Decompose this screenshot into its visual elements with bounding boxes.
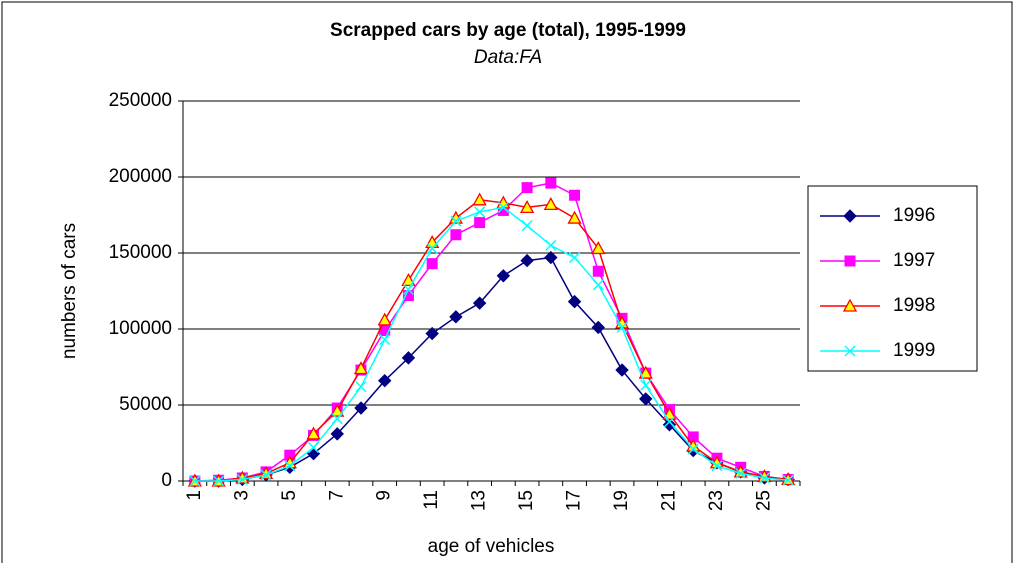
x-tick-label: 21: [658, 490, 679, 511]
data-point: [355, 381, 367, 393]
y-tick-label: 150000: [109, 242, 172, 263]
x-axis-label: age of vehicles: [428, 536, 555, 557]
data-point: [426, 258, 438, 270]
data-point: [236, 473, 248, 486]
data-point: [569, 252, 581, 264]
data-point: [354, 401, 368, 415]
x-tick-label: 19: [611, 490, 632, 511]
x-tick-label: 7: [326, 490, 347, 501]
data-point: [782, 474, 794, 486]
data-point: [377, 312, 392, 326]
data-point: [545, 177, 557, 189]
data-point: [450, 229, 462, 241]
x-tick-label: 23: [706, 490, 727, 511]
data-point: [640, 379, 652, 391]
data-point: [592, 279, 604, 291]
data-point: [189, 475, 201, 487]
x-tick-label: 5: [279, 490, 300, 501]
y-tick-label: 0: [161, 470, 172, 491]
data-point: [638, 365, 653, 379]
legend-label: 1996: [893, 205, 935, 226]
data-point: [474, 206, 486, 218]
data-point: [450, 215, 462, 227]
data-point: [379, 334, 391, 346]
data-point: [567, 294, 582, 309]
data-point: [735, 467, 747, 479]
data-point: [591, 320, 605, 335]
data-point: [474, 217, 486, 229]
data-point: [662, 418, 677, 432]
chart-subtitle: Data:FA: [474, 47, 542, 68]
x-tick-label: 3: [231, 490, 252, 501]
data-point: [543, 197, 558, 211]
data-point: [401, 273, 416, 287]
data-point: [687, 443, 699, 455]
data-point: [307, 442, 320, 454]
series-line: [194, 199, 789, 482]
data-point: [378, 373, 392, 388]
y-axis-label: numbers of cars: [59, 223, 80, 359]
data-point: [592, 265, 604, 277]
data-point: [569, 189, 581, 201]
data-point: [639, 392, 653, 406]
data-point: [521, 220, 533, 232]
data-point: [758, 472, 770, 484]
data-point: [544, 250, 558, 265]
legend-marker: [844, 255, 856, 267]
data-point: [663, 416, 676, 428]
legend-marker: [842, 298, 858, 312]
y-tick-label: 250000: [109, 90, 172, 111]
x-tick-label: 1: [184, 490, 205, 501]
data-point: [330, 403, 345, 417]
data-point: [616, 321, 628, 334]
data-point: [615, 363, 629, 377]
data-point: [330, 427, 344, 441]
data-point: [497, 201, 509, 213]
legend-marker: [843, 209, 857, 223]
x-tick-label: 13: [469, 490, 490, 511]
data-point: [591, 241, 606, 255]
data-point: [521, 182, 533, 194]
y-tick-label: 100000: [109, 318, 172, 339]
data-point: [426, 242, 438, 254]
data-point: [353, 361, 369, 375]
x-tick-label: 25: [753, 490, 774, 511]
data-point: [472, 296, 487, 310]
data-point: [472, 192, 487, 206]
legend-box: [807, 185, 978, 372]
data-point: [520, 200, 535, 214]
y-tick-label: 50000: [119, 394, 172, 415]
data-point: [284, 460, 296, 472]
data-point: [401, 351, 416, 365]
data-point: [425, 326, 439, 341]
data-point: [260, 469, 272, 481]
x-tick-label: 11: [421, 490, 442, 510]
legend-label: 1997: [893, 250, 935, 271]
data-point: [496, 269, 511, 283]
legend-marker: [844, 345, 856, 357]
data-point: [781, 472, 796, 486]
data-point: [331, 413, 343, 425]
data-point: [520, 253, 534, 268]
data-point: [545, 239, 557, 251]
y-tick-label: 200000: [109, 166, 172, 187]
data-point: [306, 426, 321, 440]
data-point: [449, 310, 463, 324]
data-point: [711, 460, 723, 472]
data-point: [567, 210, 582, 224]
legend-label: 1999: [893, 340, 935, 361]
x-tick-label: 15: [516, 490, 537, 511]
legend-label: 1998: [893, 295, 935, 316]
data-point: [402, 283, 414, 296]
data-point: [213, 475, 225, 487]
x-tick-label: 9: [374, 490, 395, 501]
x-tick-label: 17: [564, 490, 585, 511]
chart-title: Scrapped cars by age (total), 1995-1999: [330, 20, 686, 41]
